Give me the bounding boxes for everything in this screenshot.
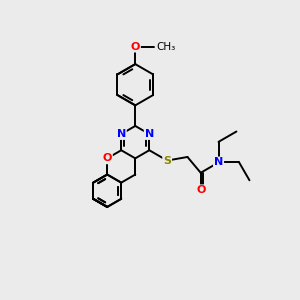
Text: O: O <box>130 42 140 52</box>
Text: N: N <box>117 129 126 139</box>
Text: O: O <box>196 185 206 195</box>
Text: N: N <box>214 158 223 167</box>
Text: CH₃: CH₃ <box>157 42 176 52</box>
Text: N: N <box>145 129 154 139</box>
Text: S: S <box>163 156 171 166</box>
Text: O: O <box>103 153 112 163</box>
